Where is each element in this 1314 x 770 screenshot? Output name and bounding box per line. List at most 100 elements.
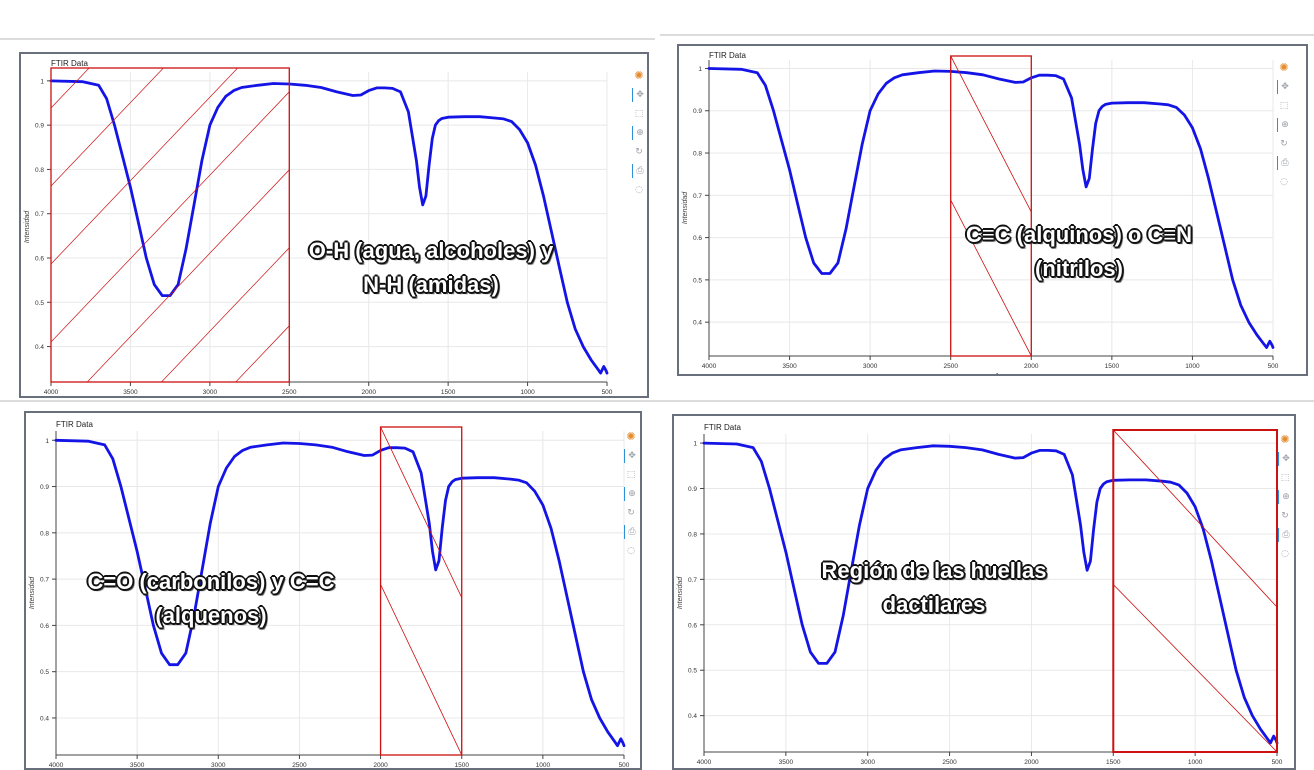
y-tick-label: 0.7 — [35, 211, 44, 218]
chart-title: FTIR Data — [51, 59, 88, 68]
x-tick-label: 1000 — [536, 762, 551, 768]
x-tick-label: 3000 — [203, 389, 218, 396]
box-zoom-icon[interactable]: ⬚ — [626, 470, 636, 480]
save-icon[interactable]: ⎙ — [1278, 528, 1293, 542]
y-tick-label: 0.6 — [40, 623, 49, 630]
region-annotation: C≡C (alquinos) o C≡N (nitrilos) — [924, 218, 1234, 286]
x-tick-label: 3500 — [779, 759, 794, 766]
x-tick-label: 500 — [1272, 759, 1283, 766]
y-tick-label: 1 — [698, 66, 702, 73]
annotation-line-2: (nitrilos) — [1035, 256, 1123, 281]
y-tick-label: 0.7 — [40, 577, 49, 584]
y-axis-label: Intensidad — [29, 576, 36, 609]
x-tick-label: 1000 — [1188, 759, 1203, 766]
y-axis-label: Intensidad — [24, 210, 31, 243]
y-tick-label: 0.4 — [688, 713, 697, 720]
annotation-line-1: Región de las huellas — [821, 558, 1047, 583]
y-tick-label: 0.8 — [688, 531, 697, 538]
hatch-line — [380, 584, 462, 755]
hover-icon[interactable]: ◌ — [627, 546, 635, 556]
y-tick-label: 0.9 — [40, 484, 49, 491]
hover-icon[interactable]: ◌ — [1280, 177, 1288, 187]
separator-middle — [0, 400, 1314, 402]
x-tick-label: 2000 — [1024, 759, 1039, 766]
save-icon[interactable]: ⎙ — [1277, 156, 1292, 170]
x-tick-label: 4000 — [49, 762, 64, 768]
wheel-zoom-icon[interactable]: ⊕ — [1277, 118, 1292, 132]
reset-icon[interactable]: ↻ — [1281, 511, 1289, 521]
x-tick-label: 1500 — [454, 762, 469, 768]
y-tick-label: 0.5 — [35, 300, 44, 307]
highlight-region — [50, 67, 290, 383]
ftir-panel-alkyne-nitrile: FTIR Data 4000 3500 3000 2500 2000 1500 1000 50… — [677, 44, 1308, 376]
box-zoom-icon[interactable]: ⬚ — [1280, 473, 1290, 483]
pan-icon[interactable]: ✥ — [624, 449, 639, 463]
pan-icon[interactable]: ✥ — [1277, 80, 1292, 94]
spectrum-line — [702, 441, 1279, 745]
y-tick-label: 1 — [45, 438, 49, 445]
hover-icon[interactable]: ◌ — [1281, 549, 1289, 559]
annotation-line-2: dactilares — [882, 592, 986, 617]
y-tick-label: 0.9 — [693, 108, 702, 115]
annotation-line-1: C=O (carbonilos) y C=C — [87, 569, 335, 594]
region-annotation: Región de las huellas dactilares — [784, 554, 1084, 622]
y-tick-label: 0.9 — [35, 123, 44, 130]
y-tick-label: 0.7 — [688, 577, 697, 584]
save-icon[interactable]: ⎙ — [624, 525, 639, 539]
highlight-region — [1112, 429, 1278, 753]
highlight-box — [950, 55, 1032, 357]
x-tick-label: 2500 — [943, 363, 958, 370]
wheel-zoom-icon[interactable]: ⊕ — [632, 126, 647, 140]
spectrum-line — [54, 438, 626, 748]
y-tick-label: 0.4 — [40, 715, 49, 722]
ftir-chart: 4000 3500 3000 2500 2000 1500 1000 500 1 0.9 0.8 0.… — [682, 55, 1279, 374]
hatch-line — [1113, 584, 1277, 752]
ftir-chart: 4000 3500 3000 2500 2000 1500 1000 500 1 0.9 0.8 0.… — [677, 429, 1283, 766]
annotation-line-2: (alquenos) — [155, 603, 267, 628]
x-tick-label: 2500 — [942, 759, 957, 766]
highlight-region — [379, 426, 463, 756]
bokeh-logo-icon: ✺ — [1280, 433, 1290, 446]
ftir-panel-oh-nh: FTIR Data 4000 3500 3000 2500 2000 1500 1000 50… — [19, 52, 649, 398]
x-tick-label: 3500 — [130, 762, 145, 768]
hover-icon[interactable]: ◌ — [635, 185, 643, 195]
grid — [708, 60, 1274, 356]
ftir-chart: 4000 3500 3000 2500 2000 1500 1000 500 1 0.9 0.8 0.… — [29, 426, 630, 768]
x-tick-label: 3000 — [863, 363, 878, 370]
x-tick-label: 2000 — [1024, 363, 1039, 370]
box-zoom-icon[interactable]: ⬚ — [1279, 101, 1289, 111]
x-tick-label: 4000 — [697, 759, 712, 766]
wheel-zoom-icon[interactable]: ⊕ — [1278, 490, 1293, 504]
reset-icon[interactable]: ↻ — [1280, 139, 1288, 149]
reset-icon[interactable]: ↻ — [627, 508, 635, 518]
region-annotation: C=O (carbonilos) y C=C (alquenos) — [56, 565, 366, 633]
hatch-line — [51, 68, 239, 265]
grid — [55, 431, 625, 755]
y-tick-label: 0.5 — [693, 277, 702, 284]
box-zoom-icon[interactable]: ⬚ — [634, 109, 644, 119]
pan-icon[interactable]: ✥ — [632, 88, 647, 102]
pan-icon[interactable]: ✥ — [1278, 452, 1293, 466]
x-axis-label: cm-1 — [983, 373, 999, 374]
x-tick-label: 3000 — [860, 759, 875, 766]
x-tick-label: 500 — [1268, 363, 1279, 370]
y-axis-label: Intensidad — [677, 576, 684, 609]
reset-icon[interactable]: ↻ — [635, 147, 643, 157]
bokeh-logo-icon: ✺ — [634, 69, 644, 82]
chart-title: FTIR Data — [704, 423, 741, 432]
x-tick-label: 500 — [619, 762, 630, 768]
annotation-line-1: O-H (agua, alcoholes) y — [308, 238, 554, 263]
wheel-zoom-icon[interactable]: ⊕ — [624, 487, 639, 501]
bokeh-logo-icon: ✺ — [626, 430, 636, 443]
y-axis-label: Intensidad — [682, 191, 689, 224]
chart-title: FTIR Data — [56, 420, 93, 429]
x-tick-label: 3500 — [782, 363, 797, 370]
y-tick-label: 1 — [693, 441, 697, 448]
ftir-panel-fingerprint: FTIR Data 4000 3500 3000 2500 2000 1500 1000 50… — [672, 414, 1296, 770]
save-icon[interactable]: ⎙ — [632, 164, 647, 178]
y-tick-label: 1 — [40, 78, 44, 85]
highlight-box — [50, 67, 290, 383]
x-tick-label: 500 — [602, 389, 613, 396]
x-tick-label: 2000 — [373, 762, 388, 768]
x-tick-label: 1500 — [1105, 363, 1120, 370]
